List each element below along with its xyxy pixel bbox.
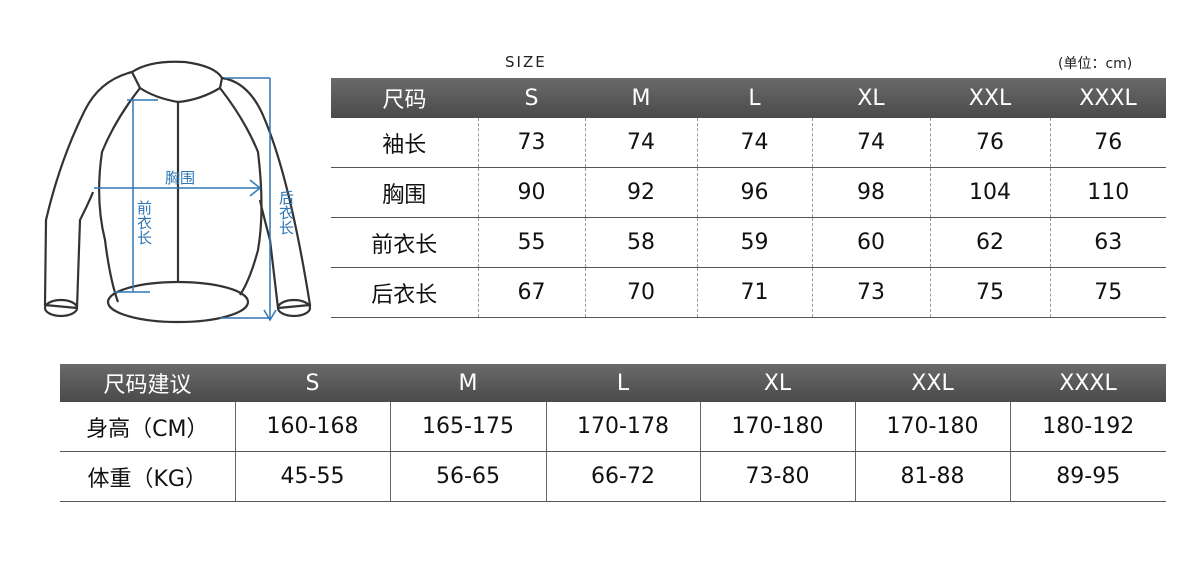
table-cell: 76 bbox=[929, 118, 1050, 168]
row-label: 身高（CM） bbox=[60, 402, 235, 452]
header-cell: M bbox=[390, 364, 546, 402]
table-row: 胸围 90 92 96 98 104 110 bbox=[331, 167, 1166, 218]
table-cell: 96 bbox=[696, 167, 812, 218]
table-cell: 59 bbox=[696, 217, 812, 268]
jacket-diagram: 胸围 前衣长 后衣长 bbox=[43, 60, 312, 324]
table-cell: 67 bbox=[477, 267, 585, 318]
table-cell: 165-175 bbox=[389, 402, 546, 452]
table-cell: 104 bbox=[929, 167, 1050, 218]
table-cell: 62 bbox=[929, 217, 1050, 268]
measurement-table: 尺码 S M L XL XXL XXXL 袖长 73 74 74 74 76 76 胸围 90 9… bbox=[331, 78, 1166, 318]
table-cell: 66-72 bbox=[545, 451, 700, 502]
unit-label: (单位：cm) bbox=[1058, 56, 1133, 72]
table-cell: 56-65 bbox=[389, 451, 546, 502]
table-cell: 75 bbox=[929, 267, 1050, 318]
row-label: 袖长 bbox=[331, 118, 478, 168]
table-cell: 74 bbox=[811, 118, 930, 168]
table-cell: 71 bbox=[696, 267, 812, 318]
header-cell: XL bbox=[700, 364, 855, 402]
table-cell: 70 bbox=[584, 267, 697, 318]
jacket-outline-icon bbox=[43, 60, 312, 324]
table-cell: 81-88 bbox=[854, 451, 1010, 502]
header-cell: S bbox=[478, 78, 585, 118]
front-length-label: 前衣长 bbox=[135, 200, 153, 245]
table-cell: 74 bbox=[584, 118, 697, 168]
table-cell: 60 bbox=[811, 217, 930, 268]
row-label: 体重（KG） bbox=[60, 451, 235, 502]
table-row: 袖长 73 74 74 74 76 76 bbox=[331, 118, 1166, 168]
table-header-row: 尺码 S M L XL XXL XXXL bbox=[331, 78, 1166, 118]
size-label: SIZE bbox=[505, 53, 547, 71]
table-cell: 170-180 bbox=[699, 402, 855, 452]
row-label: 胸围 bbox=[331, 167, 478, 218]
table-cell: 76 bbox=[1049, 118, 1166, 168]
back-length-label: 后衣长 bbox=[277, 190, 295, 235]
table-cell: 58 bbox=[584, 217, 697, 268]
measure-lines bbox=[94, 77, 277, 322]
table-row: 身高（CM） 160-168 165-175 170-178 170-180 170-18… bbox=[60, 402, 1166, 452]
header-cell: 尺码 bbox=[331, 78, 478, 118]
table-cell: 170-178 bbox=[545, 402, 700, 452]
table-cell: 160-168 bbox=[234, 402, 390, 452]
header-cell: XXXL bbox=[1050, 78, 1166, 118]
table-cell: 73 bbox=[811, 267, 930, 318]
header-cell: XL bbox=[812, 78, 930, 118]
table-cell: 110 bbox=[1049, 167, 1166, 218]
header-cell: L bbox=[697, 78, 812, 118]
table-cell: 55 bbox=[477, 217, 585, 268]
row-label: 前衣长 bbox=[331, 217, 478, 268]
header-cell: M bbox=[585, 78, 697, 118]
table-cell: 98 bbox=[811, 167, 930, 218]
table-cell: 45-55 bbox=[234, 451, 390, 502]
table-cell: 74 bbox=[696, 118, 812, 168]
table-cell: 89-95 bbox=[1009, 451, 1166, 502]
table-cell: 92 bbox=[584, 167, 697, 218]
table-header-row: 尺码建议 S M L XL XXL XXXL bbox=[60, 364, 1166, 402]
table-cell: 90 bbox=[477, 167, 585, 218]
table-row: 后衣长 67 70 71 73 75 75 bbox=[331, 267, 1166, 318]
table-cell: 73 bbox=[477, 118, 585, 168]
table-row: 前衣长 55 58 59 60 62 63 bbox=[331, 217, 1166, 268]
chest-label: 胸围 bbox=[165, 169, 195, 187]
header-cell: XXL bbox=[930, 78, 1050, 118]
header-cell: 尺码建议 bbox=[60, 364, 235, 402]
header-cell: L bbox=[546, 364, 700, 402]
table-cell: 73-80 bbox=[699, 451, 855, 502]
row-label: 后衣长 bbox=[331, 267, 478, 318]
table-cell: 75 bbox=[1049, 267, 1166, 318]
table-row: 体重（KG） 45-55 56-65 66-72 73-80 81-88 89-95 bbox=[60, 451, 1166, 502]
header-cell: XXL bbox=[855, 364, 1010, 402]
table-cell: 180-192 bbox=[1009, 402, 1166, 452]
table-cell: 170-180 bbox=[854, 402, 1010, 452]
table-cell: 63 bbox=[1049, 217, 1166, 268]
size-advice-table: 尺码建议 S M L XL XXL XXXL 身高（CM） 160-168 165-… bbox=[60, 364, 1166, 502]
header-cell: XXXL bbox=[1010, 364, 1166, 402]
header-cell: S bbox=[235, 364, 390, 402]
